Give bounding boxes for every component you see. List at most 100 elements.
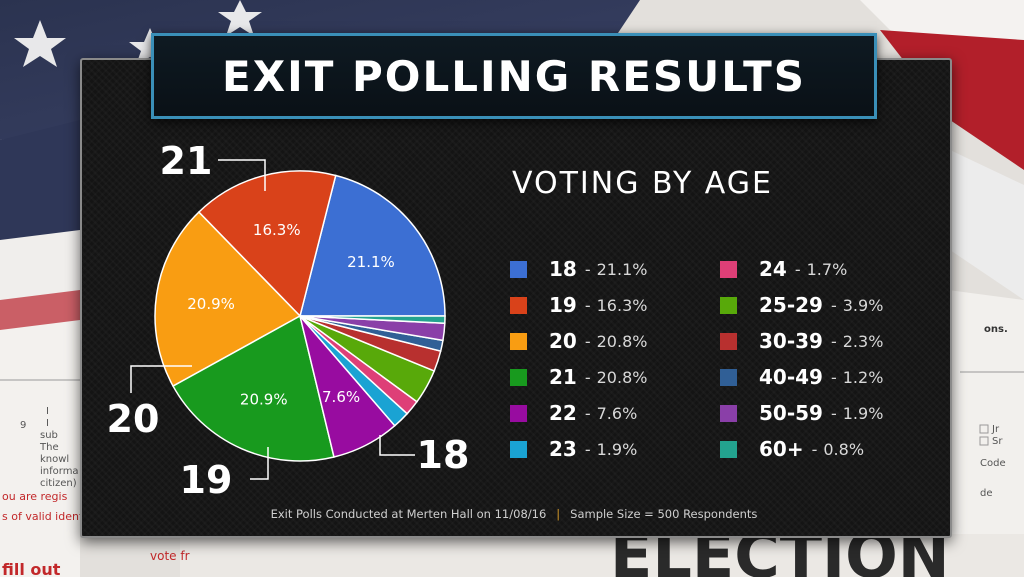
legend-label-22: 22 <box>549 401 577 425</box>
legend-value-30-39: 2.3% <box>842 331 884 351</box>
pie-slice-20 <box>154 211 302 388</box>
legend-swatch-22 <box>510 404 527 422</box>
legend-item-22: 22-7.6% <box>510 395 647 431</box>
title-banner: EXIT POLLING RESULTS <box>151 33 877 119</box>
legend-dash: - <box>811 439 818 459</box>
callout-line-18 <box>379 435 415 456</box>
pie-slice-21 <box>172 314 335 462</box>
legend-swatch-60+ <box>720 440 737 458</box>
legend-column-left: 18-21.1% 19-16.3% 20-20.8% 21-20.8% 22-7.6% 2… <box>510 251 647 467</box>
form-small-2: I <box>46 418 49 429</box>
callout-line-20 <box>130 365 192 393</box>
callout-line-21 <box>218 159 266 191</box>
callout-label-19: 19 <box>180 458 233 502</box>
legend-swatch-24 <box>720 260 737 278</box>
form-small-6: informa <box>40 466 79 477</box>
legend-dash: - <box>830 367 837 387</box>
legend-dash: - <box>794 259 801 279</box>
slice-label-20: 20.9% <box>187 295 235 313</box>
legend-swatch-18 <box>510 260 527 278</box>
form-code-2: de <box>980 488 993 499</box>
form-small-7: citizen) d <box>40 478 86 489</box>
page-title: EXIT POLLING RESULTS <box>222 51 806 101</box>
legend-item-21: 21-20.8% <box>510 359 647 395</box>
legend-swatch-40-49 <box>720 368 737 386</box>
footer: Exit Polls Conducted at Merten Hall on 1… <box>80 507 948 521</box>
legend-swatch-21 <box>510 368 527 386</box>
legend-item-40-49: 40-49-1.2% <box>720 359 883 395</box>
form-code-1: Code <box>980 458 1006 469</box>
legend-label-20: 20 <box>549 329 577 353</box>
legend-title: VOTING BY AGE <box>512 166 774 201</box>
legend-value-24: 1.7% <box>806 259 848 279</box>
legend-swatch-30-39 <box>720 332 737 350</box>
legend-value-40-49: 1.2% <box>842 367 884 387</box>
legend-value-21: 20.8% <box>596 367 648 387</box>
callout-label-18: 18 <box>417 433 470 477</box>
legend-label-21: 21 <box>549 365 577 389</box>
legend-dash: - <box>584 259 591 279</box>
legend-item-50-59: 50-59-1.9% <box>720 395 883 431</box>
form-text-vote: vote fr <box>150 549 190 563</box>
legend-dash: - <box>830 403 837 423</box>
form-sr: Sr <box>992 436 1003 447</box>
legend-swatch-50-59 <box>720 404 737 422</box>
legend-label-25-29: 25-29 <box>759 293 823 317</box>
legend-dash: - <box>584 439 591 459</box>
legend-label-23: 23 <box>549 437 577 461</box>
legend-swatch-20 <box>510 332 527 350</box>
form-small-4: The <box>39 442 59 453</box>
legend-dash: - <box>584 367 591 387</box>
legend-column-right: 24-1.7% 25-29-3.9% 30-39-2.3% 40-49-1.2% 50-… <box>720 251 883 467</box>
form-jr: Jr <box>991 424 1000 435</box>
callout-label-20: 20 <box>107 397 160 441</box>
pie-slice-19 <box>197 170 337 318</box>
legend-dash: - <box>584 295 591 315</box>
form-text-3: fill out <box>2 560 61 577</box>
legend-value-60+: 0.8% <box>823 439 865 459</box>
legend-value-50-59: 1.9% <box>842 403 884 423</box>
legend-item-19: 19-16.3% <box>510 287 647 323</box>
footer-separator: | <box>556 507 561 521</box>
legend-item-25-29: 25-29-3.9% <box>720 287 883 323</box>
slice-label-21: 20.9% <box>240 390 288 408</box>
legend-label-18: 18 <box>549 257 577 281</box>
form-small-3: sub <box>40 430 58 441</box>
slice-label-19: 16.3% <box>253 221 301 239</box>
legend-swatch-19 <box>510 296 527 314</box>
slice-label-22: 7.6% <box>322 388 360 406</box>
legend-value-19: 16.3% <box>596 295 648 315</box>
legend-value-20: 20.8% <box>596 331 648 351</box>
legend-label-40-49: 40-49 <box>759 365 823 389</box>
form-num: 9 <box>20 420 26 431</box>
form-small-1: I <box>46 406 49 417</box>
legend-label-60+: 60+ <box>759 437 804 461</box>
legend-value-25-29: 3.9% <box>842 295 884 315</box>
legend-dash: - <box>830 331 837 351</box>
legend-label-24: 24 <box>759 257 787 281</box>
legend-swatch-25-29 <box>720 296 737 314</box>
legend-label-30-39: 30-39 <box>759 329 823 353</box>
slice-label-18: 21.1% <box>347 253 395 271</box>
pie-slice-60+ <box>299 315 446 325</box>
footer-location: Exit Polls Conducted at Merten Hall on 1… <box>270 507 547 521</box>
form-ons: ons. <box>984 324 1008 335</box>
legend-value-22: 7.6% <box>596 403 638 423</box>
form-small-5: knowl <box>40 454 69 465</box>
legend-item-30-39: 30-39-2.3% <box>720 323 883 359</box>
legend-dash: - <box>584 403 591 423</box>
legend-item-20: 20-20.8% <box>510 323 647 359</box>
legend-dash: - <box>584 331 591 351</box>
legend-item-24: 24-1.7% <box>720 251 883 287</box>
legend-value-18: 21.1% <box>596 259 648 279</box>
legend-item-23: 23-1.9% <box>510 431 647 467</box>
callout-line-19 <box>250 447 269 480</box>
form-text-1: ou are regis <box>2 490 68 503</box>
legend-value-23: 1.9% <box>596 439 638 459</box>
legend-item-60+: 60+ -0.8% <box>720 431 883 467</box>
footer-sample-size: Sample Size = 500 Respondents <box>570 507 758 521</box>
pie-slice-18 <box>299 174 446 317</box>
legend-item-18: 18-21.1% <box>510 251 647 287</box>
legend-label-19: 19 <box>549 293 577 317</box>
